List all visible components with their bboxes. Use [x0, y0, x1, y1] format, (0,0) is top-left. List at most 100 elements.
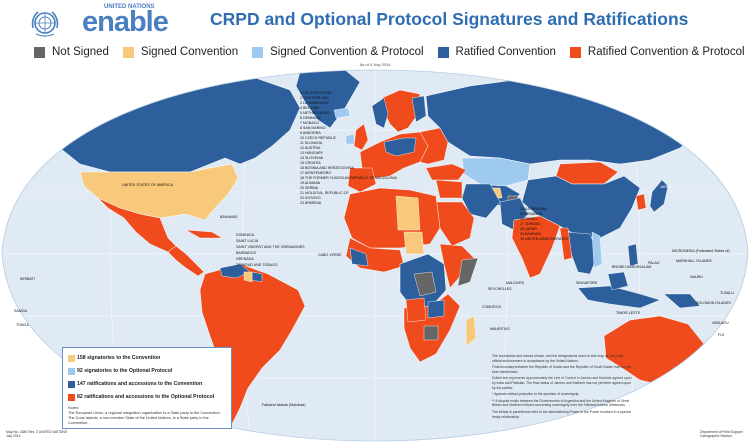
greenland [295, 70, 361, 129]
as-of-date: As of 4 July 2014 [359, 62, 391, 67]
label-maldives: MALDIVES [506, 281, 525, 285]
asia-list-item: 30 UNITED ARAB EMIRATES [520, 237, 569, 241]
madagascar [465, 315, 477, 347]
legend-swatch [252, 46, 264, 58]
stat-swatch [68, 355, 75, 362]
kazakhstan [461, 157, 531, 187]
label-tuvalu: TUVALU [720, 291, 734, 295]
china [521, 175, 641, 239]
label-mauritius: MAURITIUS [490, 327, 510, 331]
notes-heading: Notes: [68, 406, 79, 410]
europe-list-item: 23 ARMENIA [300, 201, 322, 205]
stat-text: 147 ratifications and accessions to the … [77, 381, 203, 387]
finland [411, 95, 427, 123]
europe-list-item: 7 MONACO [300, 121, 319, 125]
iceland [333, 107, 351, 119]
header: UNITED NATIONS enable CRPD and Optional … [0, 0, 750, 67]
legend-label: Ratified Convention [455, 46, 556, 58]
label-marshall: MARSHALL ISLANDS [676, 259, 712, 263]
russia [425, 75, 741, 165]
asia-list-item: 27 JORDAN [520, 222, 540, 226]
iberia [347, 167, 377, 193]
label-nauru: NAURU [690, 275, 703, 279]
label-fiji: FIJI [718, 333, 724, 337]
europe-list-item: 5 NETHERLANDS [300, 111, 330, 115]
label-kiribati: KIRIBATI [20, 277, 35, 281]
stat-protocol-signatories: 92 signatories to the Optional Protocol [67, 367, 227, 376]
label-comoros: COMOROS [482, 305, 502, 309]
label-trinidad: TRINIDAD AND TOBAGO [236, 263, 278, 267]
botswana [423, 325, 439, 341]
label-falkland: Falkland Islands (Malvinas) [262, 403, 306, 407]
un-enable-logo[interactable]: UNITED NATIONS enable [30, 4, 169, 40]
label-singapore: SINGAPORE [576, 281, 598, 285]
footnote: The initials in parenthesis refer to the… [492, 409, 631, 419]
notes-line: The Cook Islands, a non-member State of … [68, 416, 209, 425]
notes-line: The European Union, a regional integrati… [68, 411, 221, 415]
myanmar [559, 227, 573, 261]
japan [649, 179, 669, 213]
asia-list-item: 24 AZERBAIJAN [520, 207, 547, 211]
footnote: ** A dispute exists between the Governme… [492, 398, 630, 408]
credits-line: Department of Field Support [700, 430, 743, 434]
iraq-syria [435, 179, 463, 199]
germany-poland [383, 137, 417, 157]
europe-list-item: 10 CZECH REPUBLIC [300, 136, 337, 140]
footnote: The boundaries and names shown, and the … [492, 354, 624, 363]
stat-convention-ratifications: 147 ratifications and accessions to the … [67, 380, 227, 389]
legend-item-ratified-convention-protocol: Ratified Convention & Protocol [569, 46, 745, 58]
india [511, 215, 561, 279]
europe-list-item: 6 DENMARK [300, 116, 322, 120]
logo-super-text: UNITED NATIONS [104, 4, 155, 10]
europe-list-item: 13 HUNGARY [300, 151, 324, 155]
stat-text: 158 signatories to the Convention [77, 355, 161, 361]
label-micronesia: MICRONESIA (Federated States of) [672, 249, 730, 253]
label-solomon: SOLOMON ISLANDS [696, 301, 731, 305]
europe-list-item: 11 SLOVAKIA [300, 141, 323, 145]
uk [353, 123, 369, 151]
europe-list-item: 3 LUXEMBOURG [300, 101, 329, 105]
label-stvincent: SAINT VINCENT AND THE GRENADINES [236, 245, 305, 249]
map-number-line: Map No. 4380 Rev. 3 UNITED NATIONS [6, 430, 68, 434]
legend-swatch [34, 46, 45, 58]
central-america [167, 245, 205, 277]
label-cabo-verde: CABO VERDE [318, 253, 342, 257]
notes: Notes: The European Union, a regional in… [68, 406, 228, 426]
stat-swatch [68, 394, 75, 401]
legend-item-signed-convention-protocol: Signed Convention & Protocol [252, 46, 424, 58]
un-emblem-icon [31, 11, 59, 37]
footnote: * Appears without prejudice to the quest… [492, 392, 580, 397]
footnotes: The boundaries and names shown, and the … [492, 354, 632, 421]
label-usa: UNITED STATES OF AMERICA [122, 183, 174, 187]
label-samoa: SAMOA [14, 309, 28, 313]
guyana [243, 271, 253, 283]
label-stlucia: SAINT LUCIA [236, 239, 259, 243]
ireland [345, 133, 355, 145]
legend-label: Not Signed [52, 46, 109, 58]
legend-item-signed-convention: Signed Convention [122, 46, 238, 58]
southeast-asia [565, 231, 599, 275]
label-brunei: BRUNEI DARUSSALAM [612, 265, 651, 269]
europe-list-item: 8 SAN MARINO [300, 126, 326, 130]
europe-list: 1 LIECHTENSTEIN 2 SWITZERLAND 3 LUXEMBOU… [300, 91, 397, 205]
europe-list-item: 18 THE FORMER YUGOSLAV REPUBLIC OF MACED… [300, 176, 397, 180]
borneo [607, 271, 629, 291]
philippines [627, 243, 639, 267]
asia-list: 24 AZERBAIJAN 25 LEBANON 26 ISRAEL 27 JO… [520, 207, 569, 241]
legend-swatch [437, 46, 449, 58]
asia-list-item: 26 ISRAEL [520, 217, 538, 221]
legend-item-not-signed: Not Signed [34, 46, 109, 58]
europe-list-item: 19 ALBANIA [300, 181, 321, 185]
somalia [457, 257, 479, 287]
footnote: Dotted line represents approximately the… [492, 376, 632, 390]
country-labels: UNITED STATES OF AMERICA BAHAMAS DOMINIC… [14, 183, 734, 407]
korea [635, 193, 647, 211]
suriname [251, 271, 263, 283]
legend-label: Ratified Convention & Protocol [587, 46, 745, 58]
map-credits: Department of Field Support Cartographic… [700, 430, 743, 438]
stat-protocol-ratifications: 82 ratifications and accessions to the O… [67, 393, 227, 402]
legend-swatch [122, 46, 134, 58]
europe-list-item: 9 ANDORRA [300, 131, 321, 135]
logo-wordmark: enable [82, 6, 169, 38]
west-africa-blue [349, 247, 369, 267]
